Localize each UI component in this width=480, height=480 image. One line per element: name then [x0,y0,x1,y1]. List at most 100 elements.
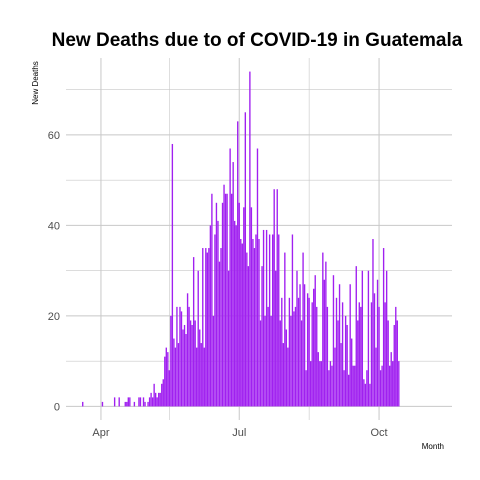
bar [361,270,364,407]
bar [323,279,326,407]
bar [208,248,210,407]
bar [372,239,374,407]
bar [243,207,245,407]
bar [235,225,237,407]
bar [264,315,266,407]
y-axis-label: New Deaths [31,61,40,105]
bar [161,383,163,407]
bar [290,315,292,407]
bar [259,320,262,407]
bar [227,270,230,407]
bar [230,193,233,407]
bar [293,311,295,407]
bar [308,297,310,407]
bar [194,320,196,407]
bar [197,270,199,407]
x-tick-label: Jul [232,427,246,439]
x-axis-label: Month [422,442,444,451]
bar [223,184,225,407]
bar [317,352,319,407]
bar [360,306,362,407]
bar [238,202,240,407]
bar [253,248,256,407]
bar [384,302,386,407]
bar [199,329,201,407]
bar [159,392,161,407]
bar [113,397,116,407]
bar [188,306,190,407]
bar [220,248,222,407]
bar [221,202,224,407]
bar [189,320,192,407]
bar [241,243,243,407]
bar [138,397,140,407]
bar [306,293,309,407]
y-tick-label: 20 [48,311,60,323]
bar [232,162,234,407]
y-tick-label: 40 [48,220,60,232]
bar [319,361,321,407]
bar [252,239,254,407]
bar [338,284,341,407]
bar [256,148,259,407]
bar [349,284,351,407]
bar [285,329,288,407]
bar [334,347,336,407]
bar [364,383,367,407]
bar [118,397,120,407]
bar [224,193,227,407]
bar [270,315,272,407]
bar [196,347,198,407]
bar [347,374,350,407]
bar [267,306,269,407]
bar [375,347,377,407]
bar [144,401,146,407]
bar [127,397,129,407]
bar [291,234,294,407]
bar-layer [82,71,400,407]
bar [206,252,209,407]
bar [366,370,368,407]
bar [218,261,221,407]
bar [129,397,131,407]
bar [162,379,164,407]
bar [373,293,376,407]
bar [326,306,329,407]
bar [300,320,303,407]
chart-title: New Deaths due to of COVID-19 in Guatema… [52,30,463,51]
y-tick-label: 60 [48,130,60,142]
bar [209,225,212,407]
bar [173,338,175,407]
bar [234,220,236,407]
bar [165,347,167,407]
bar [158,392,160,407]
bar [226,193,228,407]
bar [142,397,145,407]
bar [177,343,180,407]
bar [303,284,306,407]
x-tick-label: Apr [92,427,109,439]
tick-layer: 0 20 40 60 Apr Jul Oct [48,130,388,439]
bar [281,297,283,407]
bar [297,297,300,407]
bar [240,239,242,407]
bar [273,189,275,407]
bar [329,361,332,407]
bar [174,347,177,407]
bar [335,297,338,407]
bar [171,143,174,407]
y-tick-label: 0 [54,401,60,413]
bar [344,315,347,407]
bar [82,401,84,407]
bar [354,365,356,407]
bar [202,248,204,407]
bar [255,234,257,407]
bar [367,270,370,407]
bar [179,306,181,407]
bar [154,392,157,407]
bar [217,220,219,407]
bar [278,234,280,407]
bar [325,261,327,407]
